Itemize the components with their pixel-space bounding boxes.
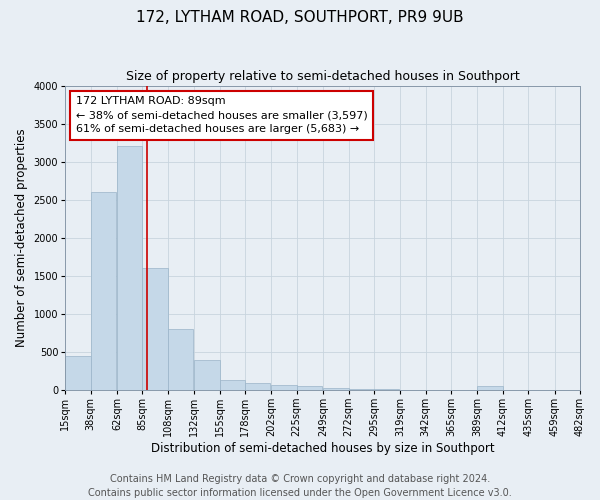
Y-axis label: Number of semi-detached properties: Number of semi-detached properties — [15, 128, 28, 347]
Bar — [117, 146, 142, 390]
Bar — [271, 384, 297, 390]
Title: Size of property relative to semi-detached houses in Southport: Size of property relative to semi-detach… — [126, 70, 520, 83]
Bar — [478, 386, 503, 390]
Bar — [91, 192, 116, 390]
Text: Contains HM Land Registry data © Crown copyright and database right 2024.
Contai: Contains HM Land Registry data © Crown c… — [88, 474, 512, 498]
Text: 172 LYTHAM ROAD: 89sqm
← 38% of semi-detached houses are smaller (3,597)
61% of : 172 LYTHAM ROAD: 89sqm ← 38% of semi-det… — [76, 96, 367, 134]
Text: 172, LYTHAM ROAD, SOUTHPORT, PR9 9UB: 172, LYTHAM ROAD, SOUTHPORT, PR9 9UB — [136, 10, 464, 25]
Bar — [349, 389, 374, 390]
Bar — [374, 389, 399, 390]
Bar — [168, 329, 193, 390]
Bar — [194, 360, 220, 390]
Bar — [65, 356, 91, 390]
Bar — [297, 386, 322, 390]
Bar — [220, 380, 245, 390]
Bar — [323, 388, 349, 390]
Bar — [142, 268, 168, 390]
X-axis label: Distribution of semi-detached houses by size in Southport: Distribution of semi-detached houses by … — [151, 442, 494, 455]
Bar — [245, 383, 270, 390]
